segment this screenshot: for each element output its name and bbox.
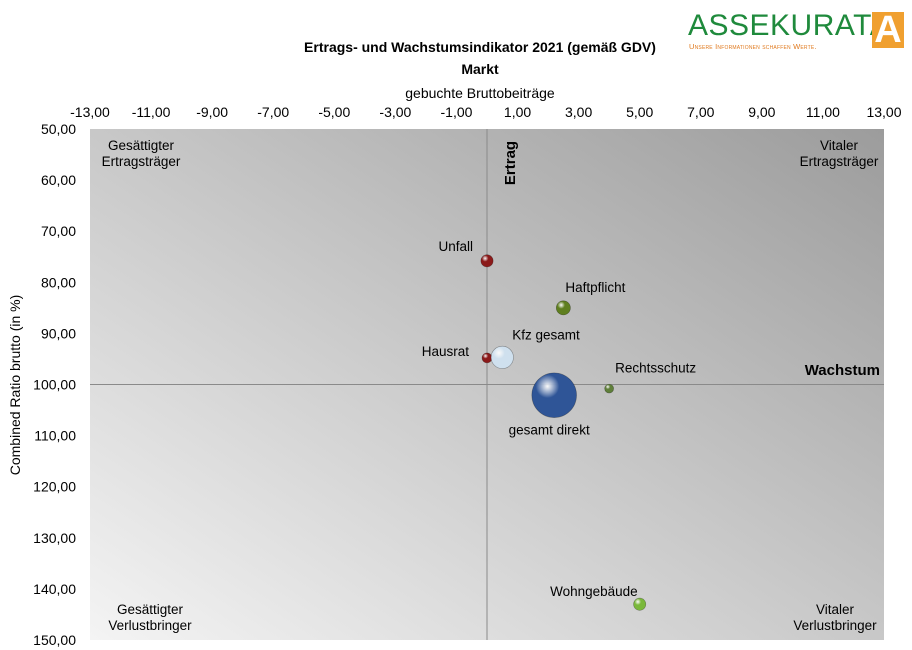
x-tick-label: 3,00 xyxy=(565,104,592,120)
point-label-haftpflicht: Haftpflicht xyxy=(565,280,625,295)
x-tick-label: -13,00 xyxy=(70,104,110,120)
x-tick-label: -9,00 xyxy=(196,104,228,120)
point-label-gesamt-direkt: gesamt direkt xyxy=(509,423,590,438)
y-tick-label: 60,00 xyxy=(41,172,76,188)
point-label-hausrat: Hausrat xyxy=(422,344,470,359)
ertrag-label: Ertrag xyxy=(502,141,519,185)
x-tick-label: -3,00 xyxy=(379,104,411,120)
x-tick-label: -5,00 xyxy=(318,104,350,120)
y-tick-label: 100,00 xyxy=(33,377,76,393)
x-tick-label: 9,00 xyxy=(748,104,775,120)
wachstum-label: Wachstum xyxy=(805,362,880,379)
quadrant-label-top-left: Gesättigter Ertragsträger xyxy=(102,138,181,169)
x-tick-label: 7,00 xyxy=(687,104,714,120)
bubble-gesamt-direkt xyxy=(531,372,577,418)
point-label-rechtsschutz: Rechtsschutz xyxy=(615,361,696,376)
y-tick-label: 70,00 xyxy=(41,223,76,239)
bubble-hausrat xyxy=(481,352,493,364)
bubble-kfz-gesamt xyxy=(490,345,514,369)
bubble-haftpflicht xyxy=(555,300,571,316)
bubble-unfall xyxy=(480,254,494,268)
logo-tagline: Unsere Informationen schaffen Werte. xyxy=(689,42,817,51)
x-tick-label: -1,00 xyxy=(441,104,473,120)
y-tick-label: 140,00 xyxy=(33,581,76,597)
x-tick-label: 11,00 xyxy=(806,104,840,120)
logo-mark-letter: A xyxy=(874,9,902,51)
y-tick-label: 150,00 xyxy=(33,632,76,648)
y-tick-label: 110,00 xyxy=(34,428,76,444)
x-axis-label: gebuchte Bruttobeiträge xyxy=(405,85,555,101)
chart-title: Ertrags- und Wachstumsindikator 2021 (ge… xyxy=(304,39,656,55)
quadrant-label-bottom-right: Vitaler Verlustbringer xyxy=(793,602,877,633)
chart-subtitle: Markt xyxy=(461,61,499,77)
point-label-wohngebäude: Wohngebäude xyxy=(550,584,638,599)
logo-a-icon: A xyxy=(872,9,904,51)
x-tick-label: 5,00 xyxy=(626,104,653,120)
point-label-unfall: Unfall xyxy=(438,239,473,254)
x-tick-label: 1,00 xyxy=(504,104,531,120)
quadrant-label-top-right: Vitaler Ertragsträger xyxy=(800,138,879,169)
y-tick-label: 50,00 xyxy=(41,121,76,137)
y-tick-label: 130,00 xyxy=(33,530,76,546)
assekurata-logo: ASSEKURATA Unsere Informationen schaffen… xyxy=(688,9,906,54)
y-axis-label: Combined Ratio brutto (in %) xyxy=(7,295,23,476)
y-tick-label: 120,00 xyxy=(33,479,76,495)
x-tick-label: -11,00 xyxy=(132,104,171,120)
y-tick-label: 80,00 xyxy=(41,274,76,290)
quadrant-label-bottom-left: Gesättigter Verlustbringer xyxy=(108,602,192,633)
logo-wordmark: ASSEKURATA xyxy=(688,9,891,42)
bubble-rechtsschutz xyxy=(604,383,614,394)
x-tick-label: -7,00 xyxy=(257,104,289,120)
x-tick-label: 13,00 xyxy=(866,104,901,120)
y-tick-label: 90,00 xyxy=(41,325,76,341)
point-label-kfz-gesamt: Kfz gesamt xyxy=(512,327,580,342)
bubble-wohngebäude xyxy=(633,597,647,611)
